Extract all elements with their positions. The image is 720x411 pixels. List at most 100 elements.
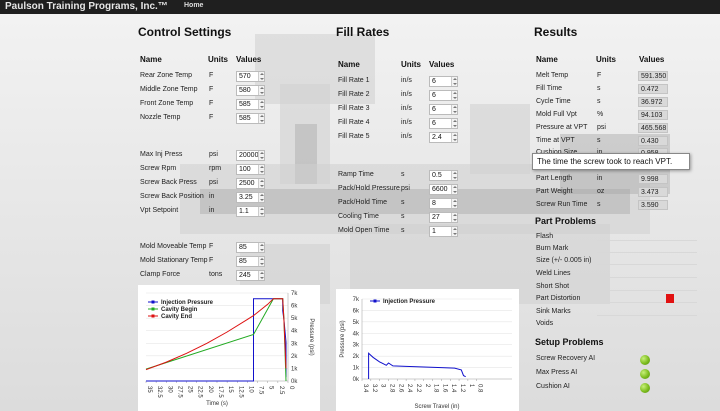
x-tick-label: 0.8 <box>477 384 483 393</box>
spinner-arrows-icon[interactable] <box>451 213 457 222</box>
spinner-arrows-icon[interactable] <box>258 100 264 109</box>
max-inj-press-input[interactable]: 20000 <box>236 150 265 161</box>
spinner-arrows-icon[interactable] <box>258 207 264 216</box>
legend-marker <box>151 314 155 318</box>
middle-zone-temp-input[interactable]: 580 <box>236 85 265 96</box>
setting-unit: s <box>401 227 405 234</box>
spinner-arrows-icon[interactable] <box>258 243 264 252</box>
screw-back-press-input[interactable]: 2500 <box>236 178 265 189</box>
x-tick-label: 27.5 <box>176 386 182 398</box>
control-header-units: Units <box>208 55 228 64</box>
spinner-arrows-icon[interactable] <box>258 114 264 123</box>
time-at-vpt-value[interactable]: 0.430 <box>638 136 668 146</box>
setting-unit: in/s <box>401 119 412 126</box>
mold-moveable-temp-input[interactable]: 85 <box>236 242 265 253</box>
result-label: Cycle Time <box>536 98 571 105</box>
spinner-arrows-icon[interactable] <box>451 227 457 236</box>
setting-unit: F <box>209 100 214 107</box>
front-zone-temp-input[interactable]: 585 <box>236 99 265 110</box>
spinner-arrows-icon[interactable] <box>258 86 264 95</box>
setting-label: Ramp Time <box>338 171 374 178</box>
legend-marker <box>151 307 155 311</box>
legend-label: Injection Pressure <box>161 300 214 306</box>
brand-title[interactable]: Paulson Training Programs, Inc.™ <box>5 1 168 12</box>
setting-unit: F <box>209 114 214 121</box>
series-line-cavity-end <box>145 298 287 371</box>
setup-label: Screw Recovery AI <box>536 355 596 362</box>
spinner-arrows-icon[interactable] <box>451 105 457 114</box>
fill-rate-3-input[interactable]: 6 <box>429 104 458 115</box>
top-navbar: Paulson Training Programs, Inc.™ Home <box>0 0 720 14</box>
screw-rpm-input[interactable]: 100 <box>236 164 265 175</box>
fill-rate-1-input[interactable]: 6 <box>429 76 458 87</box>
y-tick-label: 4k <box>353 331 360 337</box>
setting-label: Clamp Force <box>140 271 181 278</box>
results-header-values: Values <box>639 55 665 64</box>
spinner-arrows-icon[interactable] <box>451 199 457 208</box>
spinner-arrows-icon[interactable] <box>258 257 264 266</box>
spinner-arrows-icon[interactable] <box>258 193 264 202</box>
mold-stationary-temp-input[interactable]: 85 <box>236 256 265 267</box>
setting-unit: s <box>401 213 405 220</box>
y-tick-label: 5k <box>291 316 298 322</box>
spinner-arrows-icon[interactable] <box>451 119 457 128</box>
x-tick-label: 1 <box>468 384 474 388</box>
spinner-arrows-icon[interactable] <box>451 91 457 100</box>
cooling-time-input[interactable]: 27 <box>429 212 458 223</box>
screw-back-position-input[interactable]: 3.25 <box>236 192 265 203</box>
nozzle-temp-input[interactable]: 585 <box>236 113 265 124</box>
clamp-force-input[interactable]: 245 <box>236 270 265 281</box>
problem-meter <box>597 252 697 253</box>
ramp-time-input[interactable]: 0.5 <box>429 170 458 181</box>
spinner-arrows-icon[interactable] <box>258 165 264 174</box>
spinner-arrows-icon[interactable] <box>258 72 264 81</box>
y-axis-label: Pressure (psi) <box>308 318 314 355</box>
problem-label: Part Distortion <box>536 295 581 302</box>
problem-label: Voids <box>536 320 554 327</box>
result-unit: s <box>597 85 601 92</box>
spinner-arrows-icon[interactable] <box>451 185 457 194</box>
setting-label: Cooling Time <box>338 213 379 220</box>
setting-label: Rear Zone Temp <box>140 72 193 79</box>
spinner-arrows-icon[interactable] <box>451 133 457 142</box>
spinner-arrows-icon[interactable] <box>258 271 264 280</box>
setting-unit: in/s <box>401 77 412 84</box>
screw-travel-chart-panel <box>336 289 519 411</box>
problem-meter <box>597 277 697 278</box>
fill-rate-2-input[interactable]: 6 <box>429 90 458 101</box>
setting-unit: s <box>401 171 405 178</box>
spinner-arrows-icon[interactable] <box>451 171 457 180</box>
setting-label: Max Inj Press <box>140 151 183 158</box>
setting-label: Pack/Hold Pressure <box>338 185 400 192</box>
fill-rate-4-input[interactable]: 6 <box>429 118 458 129</box>
fill-rate-5-input[interactable]: 2.4 <box>429 132 458 143</box>
problem-label: Short Shot <box>536 283 570 290</box>
spinner-arrows-icon[interactable] <box>258 179 264 188</box>
result-label: Cushion Size <box>536 149 577 156</box>
x-tick-label: 1.4 <box>450 384 456 393</box>
x-tick-label: 1.8 <box>433 384 439 393</box>
nav-home-link[interactable]: Home <box>184 2 204 9</box>
setting-unit: psi <box>401 185 410 192</box>
vpt-setpoint-input[interactable]: 1.1 <box>236 206 265 217</box>
mold-open-time-input[interactable]: 1 <box>429 226 458 237</box>
fill-header-name: Name <box>338 60 360 69</box>
legend-label: Cavity End <box>161 314 192 320</box>
setup-label: Cushion AI <box>536 383 570 390</box>
mold-full-vpt-value: 94.103 <box>638 110 668 120</box>
pack-hold-pressure-input[interactable]: 6600 <box>429 184 458 195</box>
spinner-arrows-icon[interactable] <box>258 151 264 160</box>
result-label: Screw Run Time <box>536 201 588 208</box>
x-tick-label: 35 <box>146 386 152 393</box>
x-tick-label: 20 <box>207 386 213 393</box>
pack-hold-time-input[interactable]: 8 <box>429 198 458 209</box>
x-tick-label: 32.5 <box>156 386 162 398</box>
spinner-arrows-icon[interactable] <box>451 77 457 86</box>
setting-unit: F <box>209 243 214 250</box>
setting-label: Nozzle Temp <box>140 114 181 121</box>
legend-marker <box>151 300 155 304</box>
result-label: Part Length <box>536 175 573 182</box>
setup-label: Max Press AI <box>536 369 578 376</box>
x-tick-label: 3 <box>380 384 386 388</box>
rear-zone-temp-input[interactable]: 570 <box>236 71 265 82</box>
